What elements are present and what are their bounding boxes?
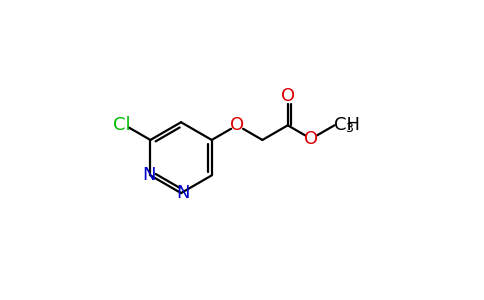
Text: O: O <box>230 116 244 134</box>
Text: O: O <box>281 87 295 105</box>
Text: Cl: Cl <box>113 116 131 134</box>
Text: N: N <box>176 184 189 202</box>
Text: O: O <box>304 130 318 148</box>
Text: CH: CH <box>334 116 361 134</box>
Text: N: N <box>142 167 155 184</box>
Text: 3: 3 <box>345 122 353 135</box>
